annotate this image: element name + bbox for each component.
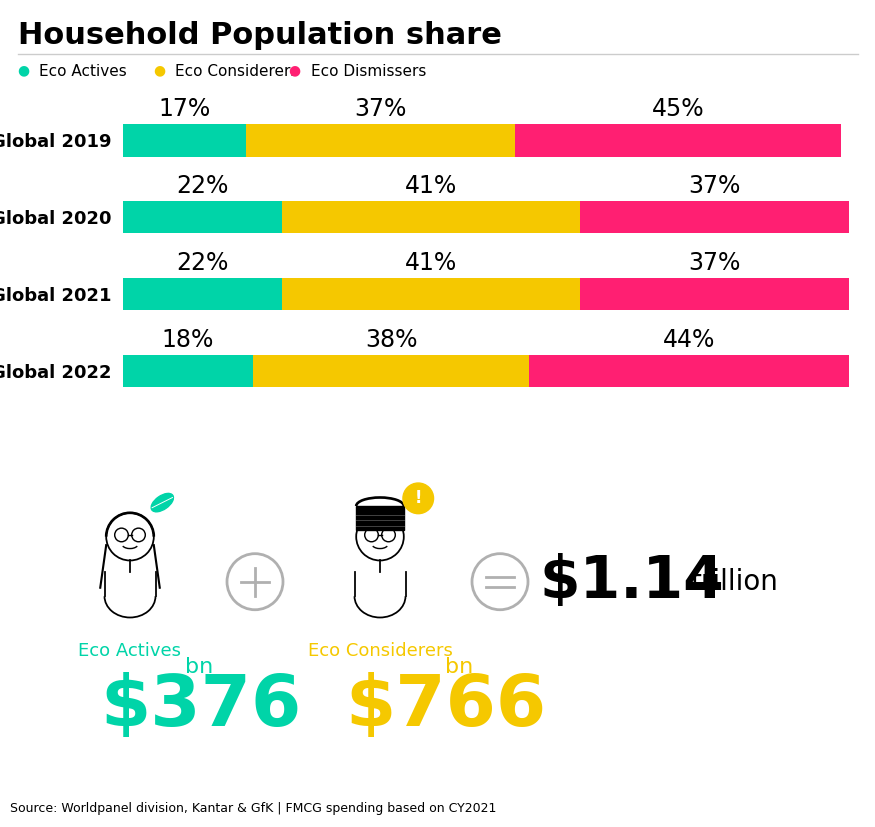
Text: bn: bn [445, 657, 473, 676]
Bar [514, 124, 842, 156]
Bar [580, 278, 849, 310]
Bar [283, 201, 580, 233]
Text: ●: ● [18, 64, 30, 78]
Bar [123, 201, 283, 233]
Text: ●: ● [153, 64, 165, 78]
Bar [246, 124, 514, 156]
Text: $766: $766 [345, 672, 546, 741]
Text: 41%: 41% [405, 251, 458, 275]
Text: !: ! [415, 490, 422, 507]
Text: 22%: 22% [176, 251, 228, 275]
Text: 18%: 18% [162, 328, 214, 352]
Text: 41%: 41% [405, 174, 458, 198]
Text: 38%: 38% [365, 328, 417, 352]
Bar [123, 278, 283, 310]
Text: Eco Actives: Eco Actives [39, 64, 127, 79]
Bar [123, 355, 253, 387]
Text: bn: bn [185, 657, 214, 676]
Text: Eco Actives: Eco Actives [79, 642, 181, 660]
Text: Eco Considerers: Eco Considerers [175, 64, 298, 79]
Text: $1.14: $1.14 [540, 553, 724, 610]
Ellipse shape [151, 494, 173, 512]
Text: $376: $376 [100, 672, 301, 741]
Text: 17%: 17% [158, 97, 210, 122]
Text: ●: ● [289, 64, 301, 78]
Bar [580, 201, 849, 233]
Text: 22%: 22% [176, 174, 228, 198]
Bar [529, 355, 849, 387]
Bar [283, 278, 580, 310]
Text: 45%: 45% [652, 97, 704, 122]
Bar [253, 355, 529, 387]
Text: trillion: trillion [690, 567, 778, 595]
Ellipse shape [403, 483, 433, 514]
Text: Eco Considerers: Eco Considerers [308, 642, 452, 660]
Text: 37%: 37% [689, 251, 740, 275]
Text: 37%: 37% [689, 174, 740, 198]
Text: 37%: 37% [354, 97, 407, 122]
Text: Eco Dismissers: Eco Dismissers [311, 64, 426, 79]
Text: 44%: 44% [662, 328, 715, 352]
Bar [356, 506, 403, 530]
Bar [123, 124, 246, 156]
Text: Household Population share: Household Population share [18, 21, 501, 50]
Text: Source: Worldpanel division, Kantar & GfK | FMCG spending based on CY2021: Source: Worldpanel division, Kantar & Gf… [10, 802, 496, 815]
